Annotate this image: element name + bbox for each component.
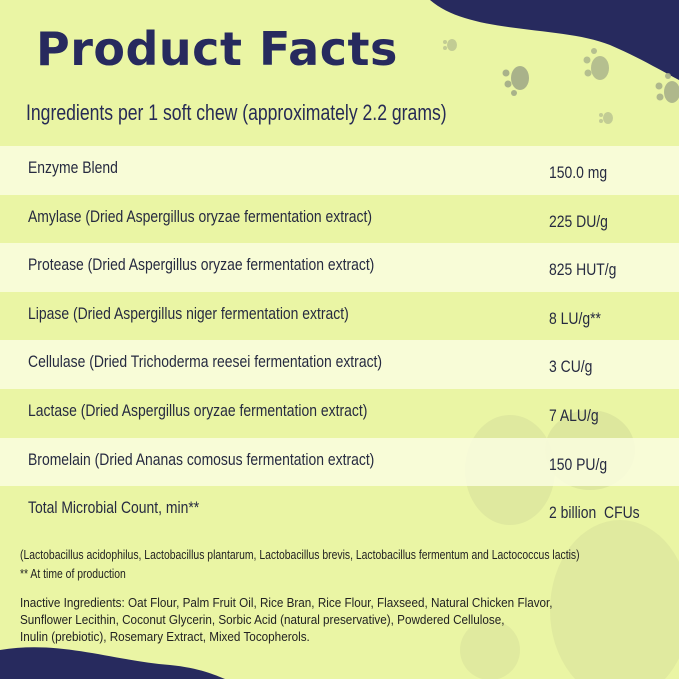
ingredient-value: 3 CU/g [549,357,593,377]
page-title: Product Facts [36,22,398,76]
ingredient-name: Lactase (Dried Aspergillus oryzae fermen… [28,400,368,420]
inactive-ingredients: Inactive Ingredients: Oat Flour, Palm Fr… [20,594,553,645]
strain-list: (Lactobacillus acidophilus, Lactobacillu… [20,547,580,562]
ingredient-name: Cellulase (Dried Trichoderma reesei ferm… [28,352,383,372]
ingredient-value: 150.0 mg [549,163,608,182]
ingredient-value: 150 PU/g [549,454,608,474]
table-row: Lipase (Dried Aspergillus niger fermenta… [0,292,679,341]
table-row: Total Microbial Count, min** 2 billion CF… [0,486,679,535]
ingredient-name: Protease (Dried Aspergillus oryzae ferme… [28,255,375,275]
paw-print-icon [443,39,679,124]
top-right-wave [430,0,679,80]
table-row: Cellulase (Dried Trichoderma reesei ferm… [0,340,679,389]
ingredient-name: Bromelain (Dried Ananas comosus fermenta… [28,449,375,469]
ingredient-value: 7 ALU/g [549,405,599,425]
inactive-line: Inulin (prebiotic), Rosemary Extract, Mi… [20,629,310,644]
ingredient-value: 225 DU/g [549,211,608,231]
table-row: Protease (Dried Aspergillus oryzae ferme… [0,243,679,292]
production-footnote: ** At time of production [20,566,126,581]
ingredients-table: Enzyme Blend 150.0 mg Amylase (Dried Aspe… [0,146,679,535]
table-row: Bromelain (Dried Ananas comosus fermenta… [0,437,679,487]
decor-blob [460,620,520,679]
ingredient-value: 2 billion CFUs [549,503,640,523]
ingredient-value: 8 LU/g** [549,308,601,328]
ingredient-name: Enzyme Blend [28,158,118,177]
ingredient-value: 825 HUT/g [549,260,617,280]
bottom-left-wave [0,647,225,679]
footnotes: (Lactobacillus acidophilus, Lactobacillu… [20,545,580,583]
ingredient-name: Amylase (Dried Aspergillus oryzae fermen… [28,206,372,226]
table-row: Lactase (Dried Aspergillus oryzae fermen… [0,389,679,438]
inactive-line: Sunflower Lecithin, Coconut Glycerin, So… [20,612,505,627]
serving-subtitle: Ingredients per 1 soft chew (approximate… [26,100,447,125]
decor-blob [550,520,679,679]
table-row: Amylase (Dried Aspergillus oryzae fermen… [0,195,679,244]
table-row: Enzyme Blend 150.0 mg [0,146,679,195]
inactive-line: Inactive Ingredients: Oat Flour, Palm Fr… [20,595,553,610]
ingredient-name: Total Microbial Count, min** [28,498,200,518]
ingredient-name: Lipase (Dried Aspergillus niger fermenta… [28,303,349,323]
